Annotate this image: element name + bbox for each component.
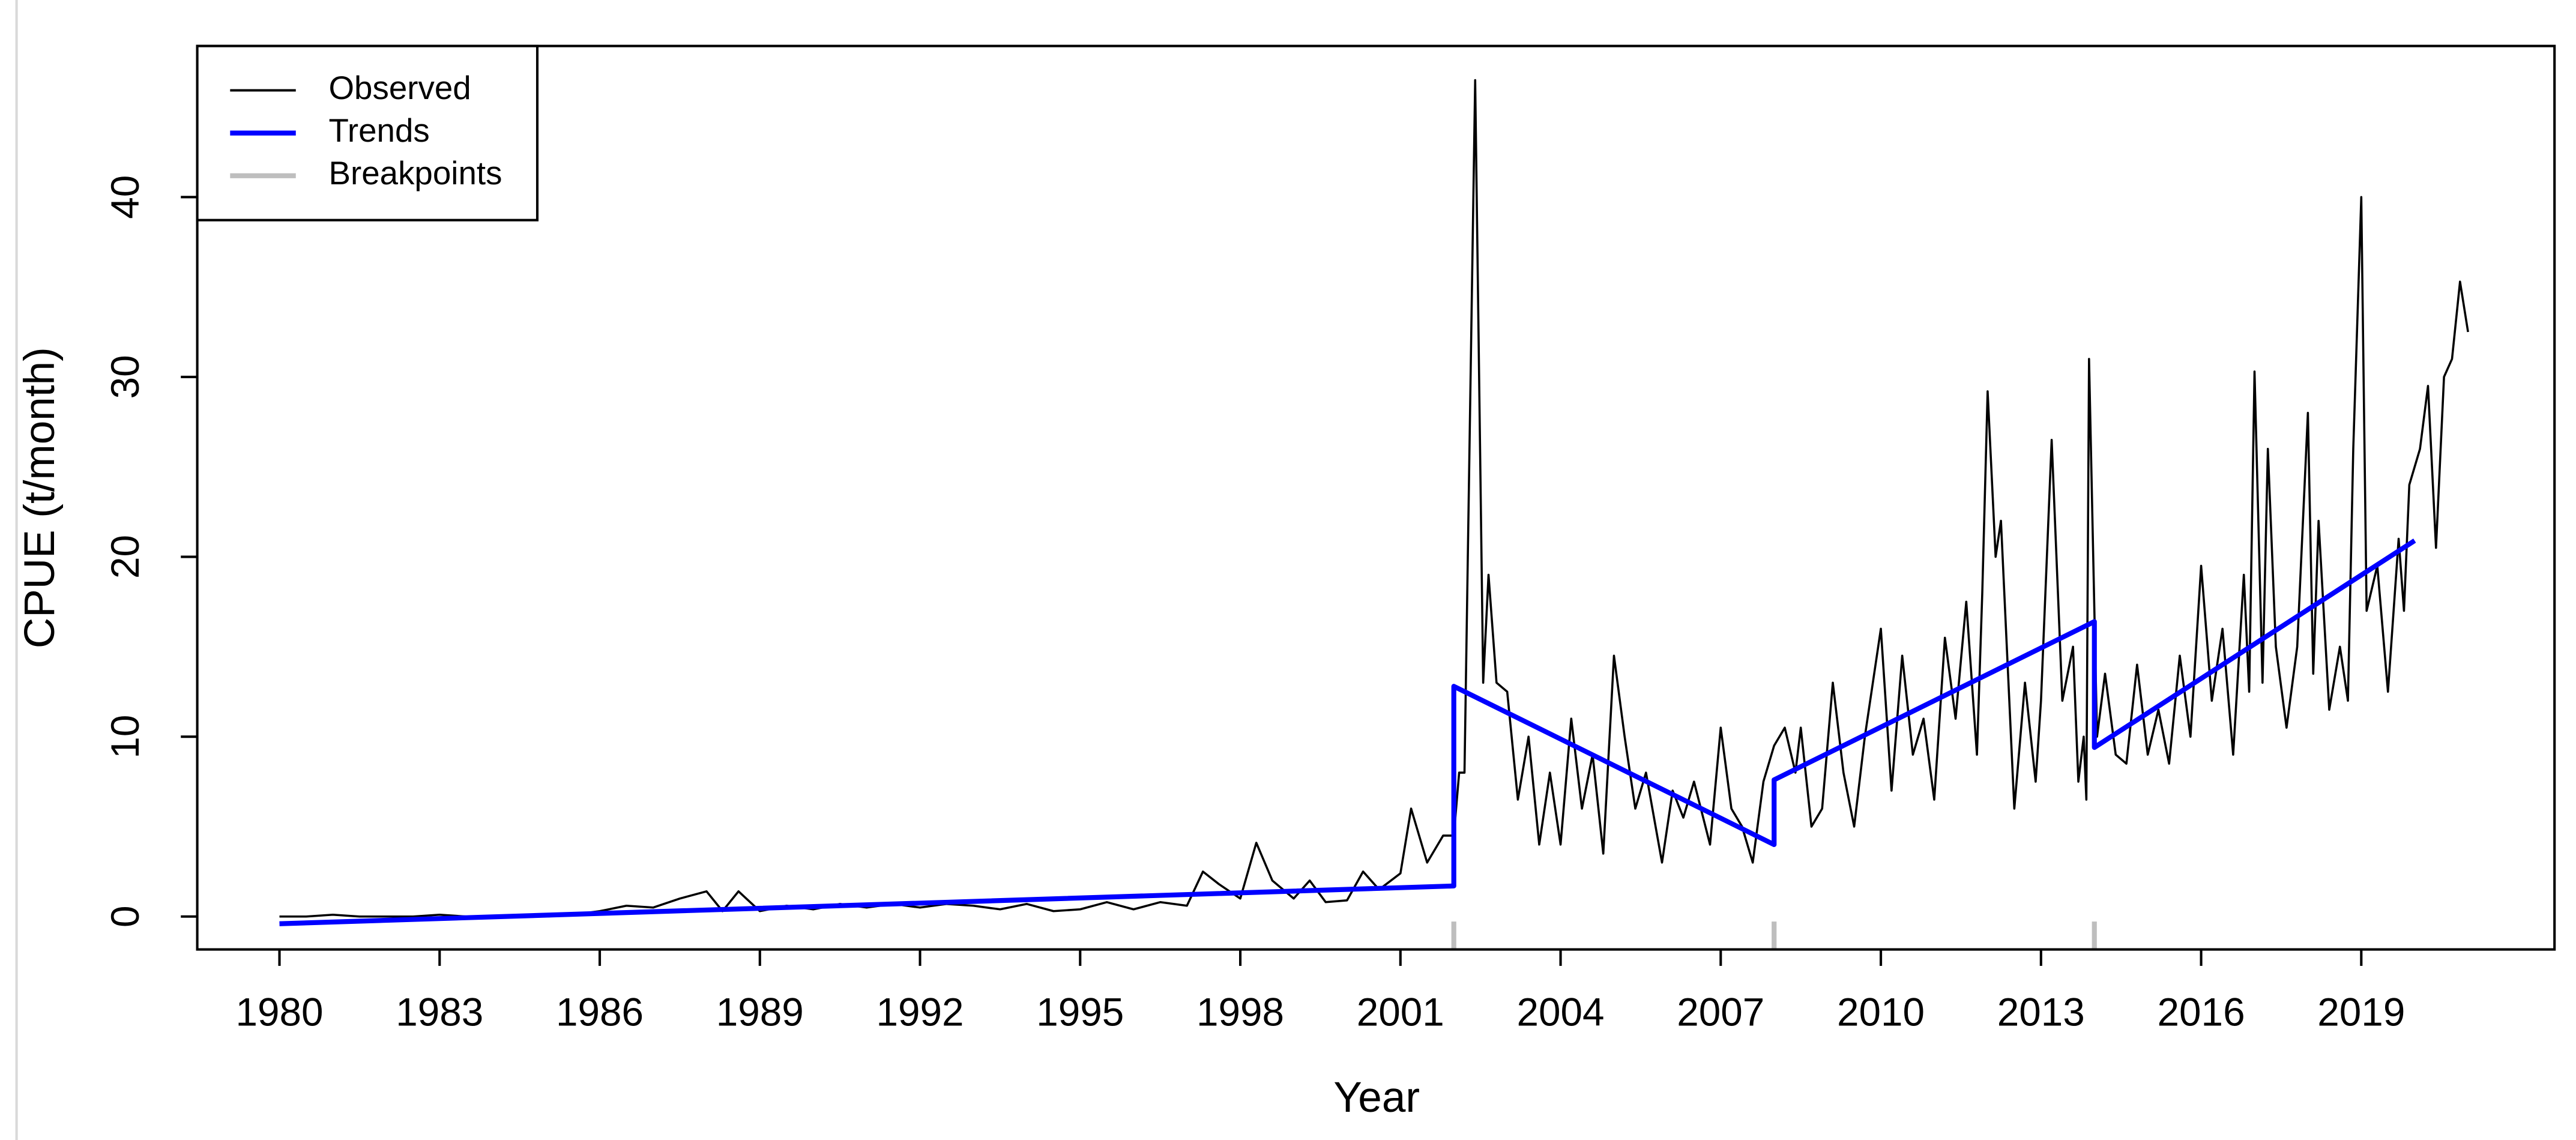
y-tick-label: 10 xyxy=(103,715,147,759)
y-tick-label: 40 xyxy=(103,175,147,219)
series-line xyxy=(279,538,2416,926)
x-tick-label: 1989 xyxy=(716,990,804,1034)
x-tick-label: 2001 xyxy=(1357,990,1444,1034)
y-axis-label: CPUE (t/month) xyxy=(16,347,64,648)
x-tick-label: 2010 xyxy=(1837,990,1925,1034)
x-tick-label: 2019 xyxy=(2317,990,2405,1034)
x-axis-label: Year xyxy=(1333,1074,1420,1121)
plot-frame xyxy=(196,44,2556,951)
x-tick-label: 2013 xyxy=(1997,990,2085,1034)
x-tick-label: 2007 xyxy=(1677,990,1764,1034)
y-tick-label: 30 xyxy=(103,355,147,399)
legend-label: Observed xyxy=(328,69,471,106)
x-tick-label: 1983 xyxy=(396,990,483,1034)
x-tick-label: 2016 xyxy=(2158,990,2245,1034)
legend-label: Trends xyxy=(328,112,429,149)
y-tick-label: 0 xyxy=(103,906,147,928)
x-tick-label: 2004 xyxy=(1517,990,1605,1034)
x-tick-label: 1986 xyxy=(556,990,644,1034)
x-tick-label: 1992 xyxy=(876,990,964,1034)
x-tick-label: 1998 xyxy=(1196,990,1284,1034)
y-tick-label: 20 xyxy=(103,535,147,579)
x-tick-label: 1995 xyxy=(1036,990,1124,1034)
series-line xyxy=(279,79,2469,918)
legend-label: Breakpoints xyxy=(328,154,502,192)
x-tick-label: 1980 xyxy=(235,990,323,1034)
